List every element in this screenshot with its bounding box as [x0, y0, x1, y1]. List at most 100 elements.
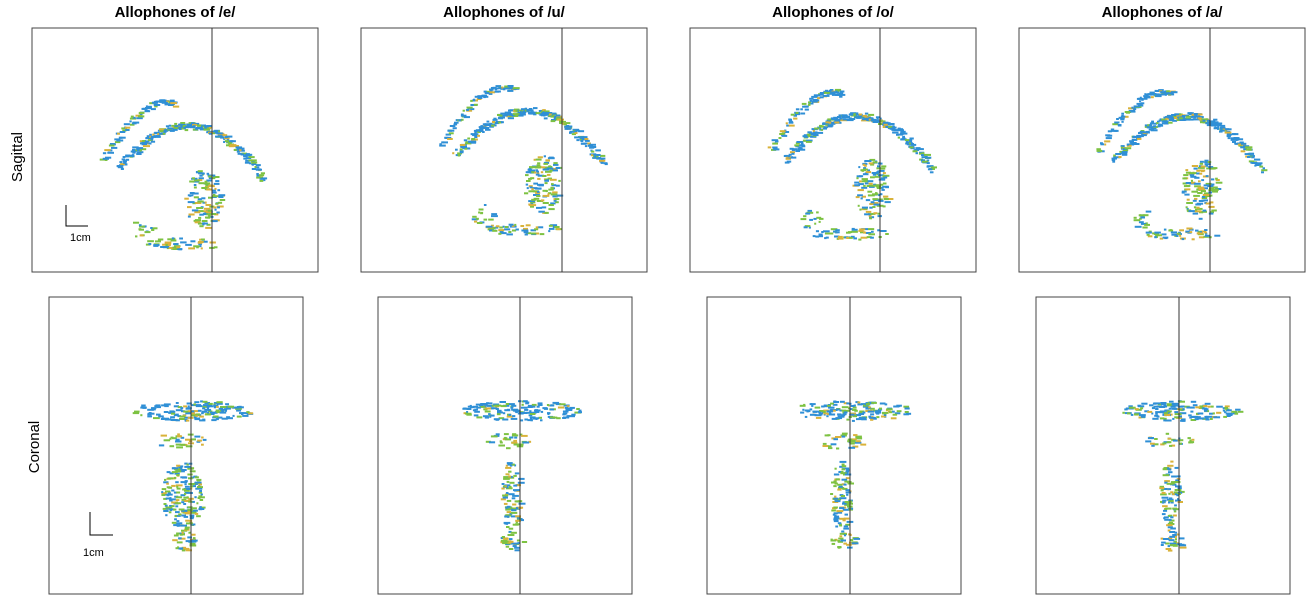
voxel — [504, 503, 508, 505]
voxel — [452, 152, 454, 154]
voxel — [176, 486, 178, 488]
voxel — [170, 100, 175, 102]
voxel — [529, 410, 531, 412]
voxel — [810, 408, 813, 410]
voxel — [773, 148, 779, 150]
voxel — [1224, 407, 1228, 409]
voxel — [1198, 180, 1201, 182]
voxel — [506, 447, 511, 449]
voxel — [869, 417, 875, 419]
voxel — [854, 538, 861, 540]
voxel — [182, 549, 186, 551]
voxel — [256, 164, 261, 166]
voxel — [540, 419, 543, 421]
voxel — [810, 414, 817, 416]
voxel — [870, 237, 874, 239]
voxel — [1154, 438, 1158, 440]
voxel — [199, 496, 205, 498]
voxel — [1183, 408, 1185, 410]
voxel — [522, 404, 524, 406]
voxel — [496, 433, 500, 435]
voxel — [815, 236, 819, 238]
voxel — [494, 418, 500, 420]
voxel — [1202, 196, 1205, 198]
voxel — [141, 405, 146, 407]
voxel — [216, 132, 222, 134]
voxel — [555, 198, 559, 200]
voxel — [131, 116, 134, 118]
voxel — [511, 512, 518, 514]
voxel — [831, 443, 837, 445]
panel-frame — [690, 28, 976, 272]
voxel — [200, 499, 204, 501]
voxel — [574, 136, 581, 138]
voxel — [1215, 178, 1218, 180]
voxel — [165, 491, 170, 493]
voxel — [1203, 120, 1206, 122]
voxel — [514, 444, 520, 446]
voxel — [800, 108, 803, 110]
voxel — [188, 477, 193, 479]
voxel — [1186, 228, 1192, 230]
voxel — [505, 509, 510, 511]
voxel — [502, 419, 508, 421]
voxel — [1105, 134, 1110, 136]
voxel — [815, 95, 819, 97]
voxel — [1203, 210, 1207, 212]
voxel — [1104, 140, 1110, 142]
voxel — [536, 226, 539, 228]
voxel — [1176, 494, 1178, 496]
voxel — [161, 491, 163, 493]
voxel — [161, 494, 165, 496]
voxel — [1142, 134, 1147, 136]
voxel — [1166, 548, 1172, 550]
voxel — [178, 513, 181, 515]
voxel — [188, 511, 191, 513]
voxel — [175, 481, 179, 483]
voxel — [850, 118, 855, 120]
voxel — [176, 499, 180, 501]
voxel — [860, 444, 866, 446]
voxel — [541, 171, 543, 173]
voxel — [159, 415, 164, 417]
voxel — [190, 192, 195, 194]
voxel — [186, 408, 192, 410]
voxel — [1162, 497, 1169, 499]
voxel — [504, 433, 509, 435]
voxel — [512, 497, 516, 499]
column-title: Allophones of /u/ — [443, 4, 565, 21]
voxel — [103, 152, 106, 154]
voxel — [785, 162, 790, 164]
voxel — [455, 149, 458, 151]
voxel — [869, 207, 872, 209]
voxel — [165, 242, 172, 244]
voxel — [546, 190, 548, 192]
voxel — [479, 209, 484, 211]
voxel — [1226, 415, 1230, 417]
voxel — [538, 211, 545, 213]
voxel — [858, 205, 860, 207]
voxel — [1140, 407, 1143, 409]
voxel — [842, 479, 848, 481]
voxel — [595, 149, 601, 151]
voxel — [479, 129, 484, 131]
voxel — [544, 117, 548, 119]
voxel — [836, 448, 839, 450]
voxel — [510, 465, 512, 467]
voxel — [570, 407, 575, 409]
voxel — [833, 485, 836, 487]
voxel — [1195, 418, 1199, 420]
voxel — [549, 228, 555, 230]
voxel — [1213, 412, 1215, 414]
voxel — [171, 437, 174, 439]
voxel — [1147, 96, 1151, 98]
voxel — [497, 410, 502, 412]
voxel — [1255, 164, 1259, 166]
voxel — [501, 405, 507, 407]
voxel — [1168, 122, 1173, 124]
voxel — [523, 400, 528, 402]
voxel — [1104, 144, 1106, 146]
voxel — [551, 183, 554, 185]
voxel — [804, 226, 808, 228]
voxel — [819, 221, 821, 223]
